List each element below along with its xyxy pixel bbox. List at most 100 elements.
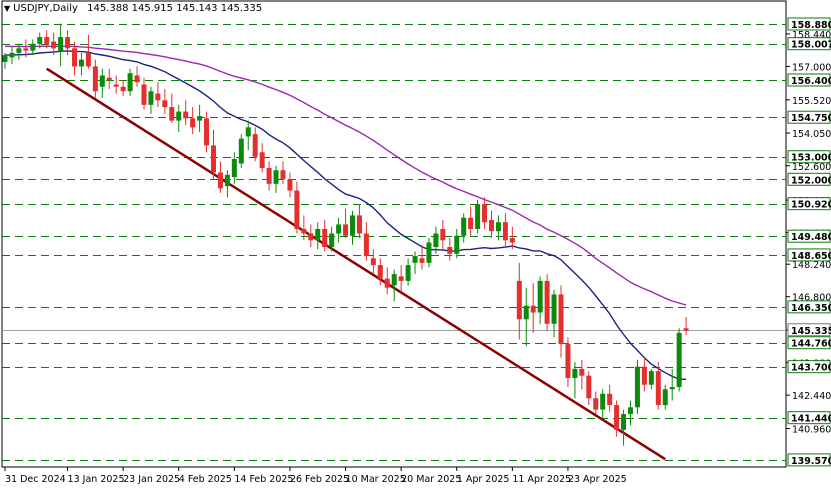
level-price-box <box>787 300 831 314</box>
candle-body <box>155 93 161 101</box>
candle-body <box>85 52 91 67</box>
ohlc-low: 145.143 <box>176 3 218 14</box>
y-tick-label: 155.520 <box>792 96 831 107</box>
candle-body <box>245 127 251 137</box>
x-tick-label: 10 Mar 2025 <box>346 474 406 485</box>
candle-body <box>683 328 689 331</box>
candle-body <box>204 118 210 146</box>
candle-body <box>662 389 668 406</box>
candle-body <box>113 84 119 87</box>
candle-body <box>78 59 84 67</box>
candle-body <box>516 280 522 320</box>
candle-body <box>273 170 279 184</box>
x-tick-label: 13 Jan 2025 <box>68 474 125 485</box>
candle-body <box>16 48 22 53</box>
candle-body <box>148 91 154 105</box>
level-price-label: 153.000 <box>791 153 831 164</box>
x-tick-label: 14 Feb 2025 <box>234 474 293 485</box>
candle-body <box>676 332 682 387</box>
level-price-box <box>787 336 831 350</box>
level-price-box <box>787 110 831 124</box>
candle-body <box>99 75 105 87</box>
menu-triangle-icon[interactable]: ▼ <box>4 4 11 13</box>
candle-body <box>426 242 432 263</box>
candle-body <box>120 86 126 92</box>
y-tick-label: 142.440 <box>792 391 831 402</box>
candle-body <box>475 204 481 229</box>
level-price-box <box>787 360 831 374</box>
plot-frame <box>1 0 787 468</box>
x-tick-label: 26 Feb 2025 <box>290 474 349 485</box>
candle-body <box>224 174 230 187</box>
candle-body <box>266 168 272 184</box>
candle-body <box>412 256 418 263</box>
candle-body <box>482 204 488 223</box>
candle-body <box>579 368 585 376</box>
ohlc-close: 145.335 <box>220 3 263 14</box>
candle-body <box>72 48 77 67</box>
candle-body <box>398 276 404 281</box>
level-price-box <box>787 453 831 467</box>
candle-body <box>37 37 43 44</box>
level-price-label: 149.480 <box>791 232 831 243</box>
candle-body <box>377 265 383 279</box>
level-price-box <box>787 411 831 425</box>
ma-fast-line <box>4 50 687 380</box>
level-price-box <box>787 17 831 31</box>
candle-body <box>558 294 564 345</box>
y-tick-label: 157.000 <box>792 62 831 73</box>
level-price-label: 154.750 <box>791 113 831 124</box>
level-price-label: 141.440 <box>791 414 831 425</box>
candle-body <box>287 179 293 191</box>
candle-body <box>468 217 474 229</box>
candle-body <box>641 366 647 385</box>
candle-body <box>336 224 342 234</box>
level-price-box <box>787 172 831 186</box>
x-tick-label: 4 Feb 2025 <box>179 474 232 485</box>
level-price-label: 150.920 <box>791 200 831 211</box>
timeframe-label: Daily <box>52 3 78 14</box>
level-price-label: 152.000 <box>791 175 831 186</box>
y-tick-label: 152.600 <box>792 162 831 173</box>
level-price-label: 143.700 <box>791 363 831 374</box>
ohlc-high: 145.915 <box>131 3 173 14</box>
candle-body <box>190 118 196 128</box>
candle-body <box>593 398 599 410</box>
candle-body <box>600 393 606 410</box>
candle-body <box>461 217 467 236</box>
x-tick-label: 1 Apr 2025 <box>457 474 510 485</box>
candle-body <box>454 235 460 254</box>
candle-body <box>106 77 112 80</box>
candle-body <box>586 375 592 399</box>
candle-body <box>58 37 64 51</box>
candle-body <box>301 228 307 234</box>
candle-body <box>621 414 627 430</box>
x-tick-label: 23 Jan 2025 <box>123 474 180 485</box>
x-tick-label: 20 Mar 2025 <box>401 474 461 485</box>
candle-body <box>572 368 578 378</box>
candle-body <box>419 258 425 263</box>
candle-body <box>315 228 321 241</box>
candle-body <box>655 371 661 406</box>
candle-body <box>197 116 203 121</box>
candle-body <box>350 215 355 236</box>
candle-body <box>628 407 633 415</box>
candle-body <box>183 111 189 119</box>
level-price-box <box>787 197 831 211</box>
candle-body <box>252 134 258 157</box>
candle-body <box>162 100 168 108</box>
candle-body <box>565 344 571 378</box>
candle-body <box>141 84 147 105</box>
trendline <box>46 67 666 461</box>
candle-body <box>322 228 328 248</box>
chart-header: ▼ USDJPY,Daily 145.388 145.915 145.143 14… <box>4 3 263 14</box>
candle-body <box>176 111 182 121</box>
candle-body <box>9 52 15 58</box>
candle-body <box>433 233 439 248</box>
candle-body <box>127 73 133 92</box>
candle-body <box>648 371 654 385</box>
candle-body <box>44 37 50 44</box>
candle-body <box>370 258 376 266</box>
candle-body <box>23 48 29 51</box>
